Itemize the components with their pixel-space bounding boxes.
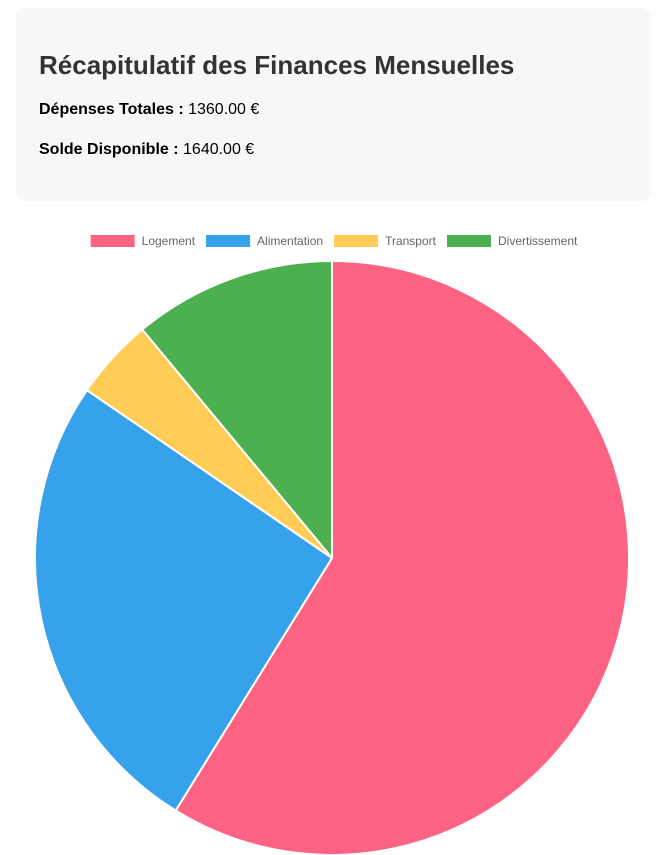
chart-legend[interactable]: Logement Alimentation Transport Divertissem… xyxy=(90,234,578,248)
legend-item-alimentation[interactable]: Alimentation xyxy=(206,234,323,248)
total-expenses-line: Dépenses Totales : 1360.00 € xyxy=(39,101,259,119)
total-expenses-label: Dépenses Totales : xyxy=(39,101,184,118)
legend-label: Divertissement xyxy=(498,234,578,248)
legend-label: Logement xyxy=(142,234,196,248)
pie-slices xyxy=(34,260,630,855)
legend-swatch xyxy=(446,235,491,247)
available-balance-line: Solde Disponible : 1640.00 € xyxy=(39,141,254,159)
expenses-pie-chart: Logement Alimentation Transport Divertissem… xyxy=(34,234,630,855)
legend-swatch xyxy=(334,235,379,247)
summary-card: Récapitulatif des Finances Mensuelles Dé… xyxy=(16,8,650,201)
available-balance-value: 1640.00 € xyxy=(183,141,255,158)
legend-item-logement[interactable]: Logement xyxy=(90,234,196,248)
legend-label: Transport xyxy=(385,234,437,248)
legend-label: Alimentation xyxy=(257,234,323,248)
legend-swatch xyxy=(206,235,251,247)
legend-item-divertissement[interactable]: Divertissement xyxy=(446,234,578,248)
legend-item-transport[interactable]: Transport xyxy=(334,234,437,248)
summary-title: Récapitulatif des Finances Mensuelles xyxy=(39,50,515,80)
available-balance-label: Solde Disponible : xyxy=(39,141,179,158)
legend-swatch xyxy=(90,235,135,247)
pie-slice-alimentation[interactable] xyxy=(34,389,333,812)
pie-slice-divertissement[interactable] xyxy=(141,260,333,559)
total-expenses-value: 1360.00 € xyxy=(188,101,260,118)
